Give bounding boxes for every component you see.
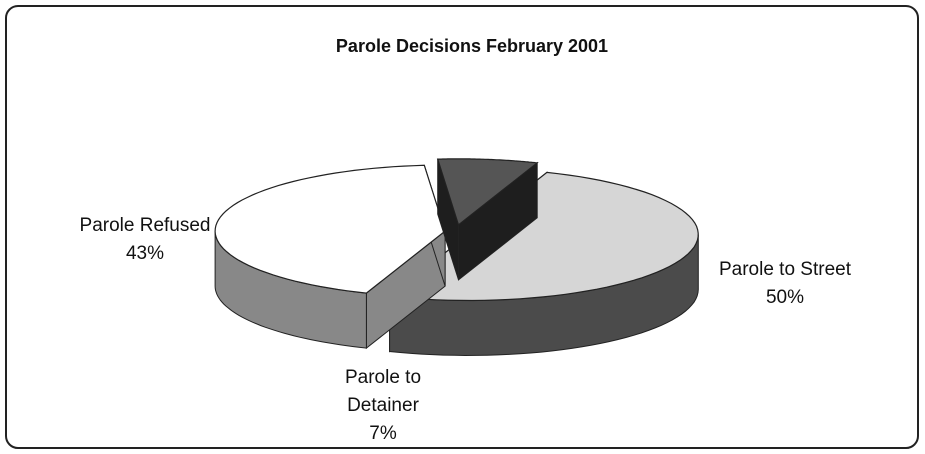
label-value: 50% (765, 287, 805, 308)
label-name: Parole Refused (79, 215, 211, 236)
label-name: Parole to Street (718, 259, 852, 280)
slice (436, 158, 539, 226)
slice-label: Parole to Detainer 7% (330, 364, 436, 448)
slice-label: Parole Refused 43% (55, 212, 235, 268)
label-value: 43% (125, 243, 165, 264)
label-value: 7% (369, 423, 397, 444)
slice-label: Parole to Street 50% (700, 256, 870, 312)
label-name: Parole to Detainer (344, 367, 422, 416)
slice (214, 164, 446, 294)
chart-title: Parole Decisions February 2001 (336, 36, 608, 56)
